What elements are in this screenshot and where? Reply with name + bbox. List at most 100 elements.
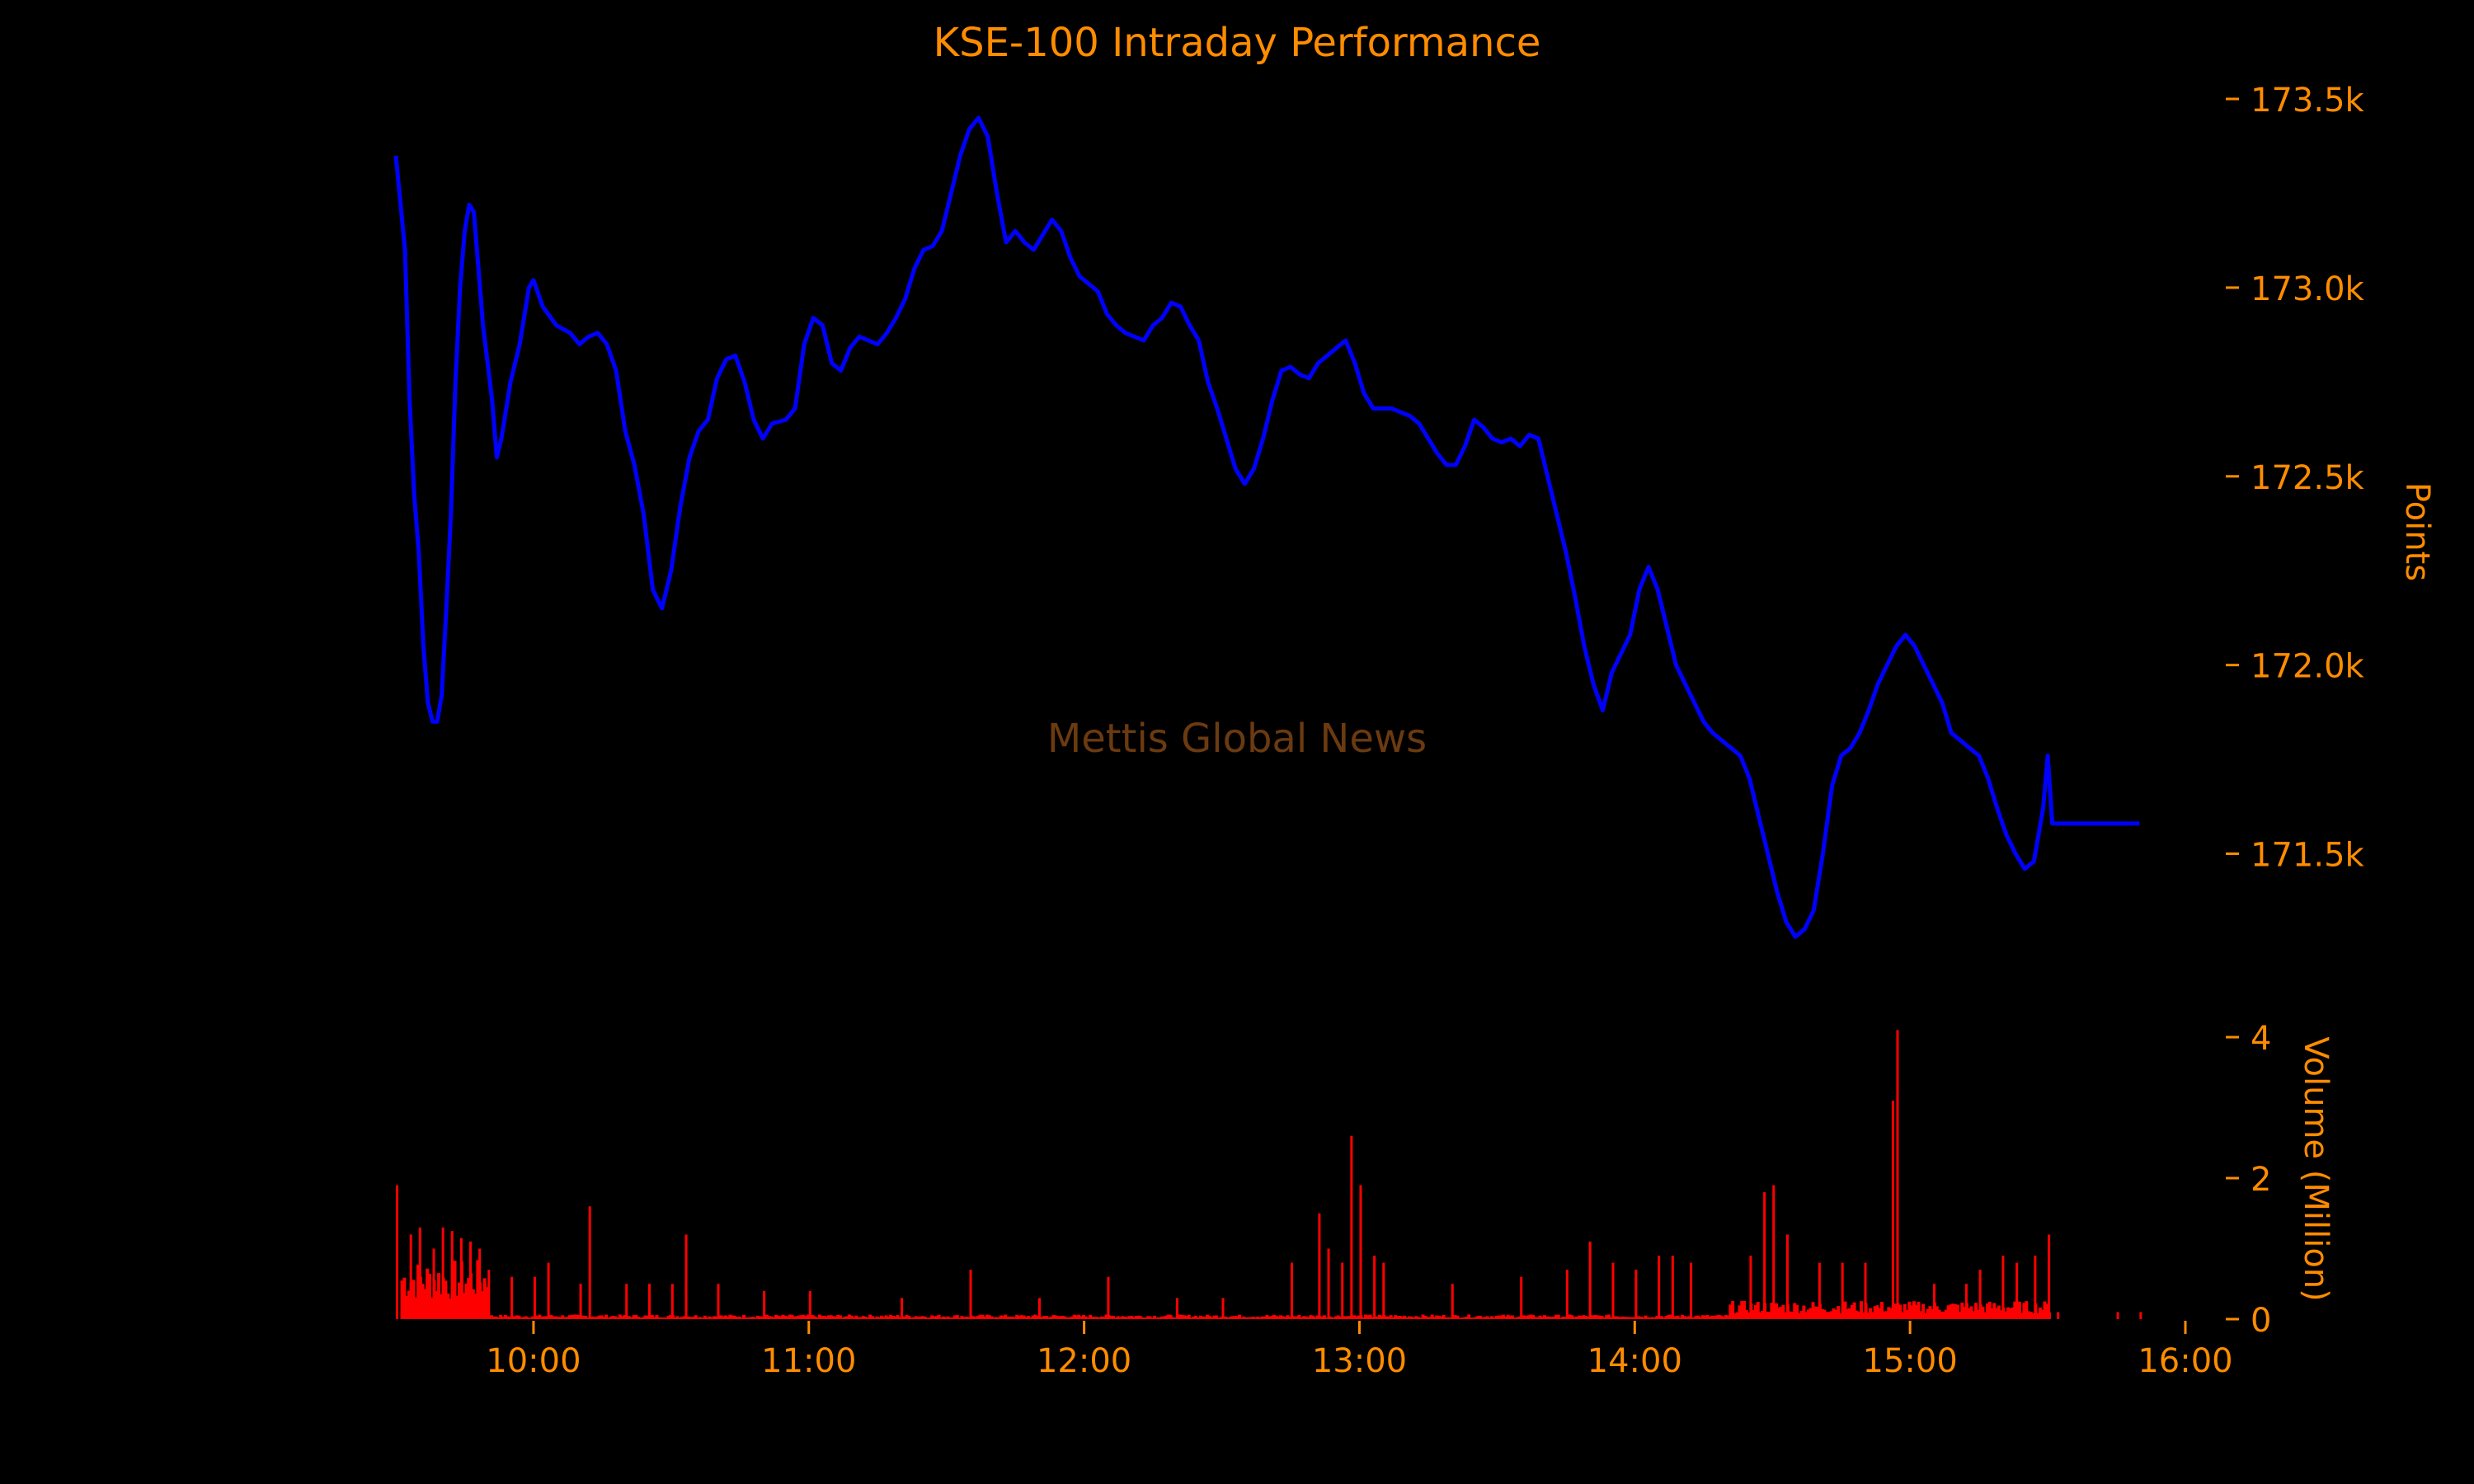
volume-bar (1132, 1317, 1136, 1319)
volume-bar (623, 1314, 627, 1319)
volume-bar (602, 1317, 606, 1319)
volume-bar (1958, 1312, 1962, 1319)
volume-bar (1242, 1316, 1246, 1319)
volume-bar (698, 1317, 703, 1319)
volume-bar (1955, 1304, 1959, 1319)
volume-bar (1089, 1314, 1093, 1319)
volume-bar (437, 1273, 441, 1319)
volume-bar (1618, 1317, 1622, 1319)
volume-bar (543, 1316, 547, 1319)
volume-bar (726, 1316, 730, 1319)
volume-bar (1655, 1316, 1659, 1319)
volume-bar (396, 1185, 398, 1319)
volume-bar (1682, 1316, 1686, 1319)
volume-bar (455, 1295, 459, 1319)
volume-bar (1905, 1309, 1909, 1319)
volume-bar (1625, 1317, 1630, 1319)
volume-bar (1620, 1316, 1625, 1319)
volume-bar (1960, 1302, 1964, 1319)
volume-bar (1010, 1317, 1014, 1319)
volume-bar (1283, 1317, 1287, 1319)
volume-bar (1004, 1314, 1008, 1319)
volume-bar (1164, 1315, 1168, 1319)
volume-bar (1896, 1030, 1899, 1319)
volume-bar (831, 1316, 835, 1319)
volume-bar (1093, 1317, 1097, 1319)
volume-bar (1802, 1305, 1806, 1319)
volume-bar (722, 1316, 726, 1319)
volume-bar (1841, 1262, 1844, 1319)
volume-bar (1494, 1316, 1498, 1319)
volume-bar (446, 1293, 450, 1319)
volume-bar (1935, 1306, 1939, 1319)
volume-bar (875, 1316, 879, 1319)
price-axis-label: Points (2398, 482, 2436, 581)
volume-bar (872, 1317, 877, 1319)
volume-bar (1304, 1316, 1308, 1319)
volume-bar (1049, 1316, 1053, 1319)
volume-bar (620, 1316, 624, 1319)
volume-bar (1371, 1317, 1375, 1319)
volume-bar (896, 1315, 900, 1319)
volume-bar (1901, 1312, 1905, 1319)
volume-bar (717, 1284, 720, 1319)
volume-bar (1878, 1308, 1882, 1319)
volume-bar (1543, 1315, 1547, 1319)
volume-bar (1740, 1301, 1744, 1319)
volume-bar (1008, 1316, 1012, 1319)
volume-bar (1735, 1312, 1739, 1319)
volume-bar (1526, 1315, 1531, 1319)
volume-bar (1460, 1317, 1464, 1319)
volume-bar (1586, 1317, 1590, 1319)
volume-bar (1772, 1185, 1776, 1319)
volume-bar (1263, 1317, 1267, 1319)
volume-bar (925, 1317, 929, 1319)
volume-bar (1806, 1309, 1810, 1319)
volume-bar (1685, 1317, 1689, 1319)
price-tick-label: 173.0k (2251, 270, 2365, 308)
volume-tick-label: 4 (2251, 1020, 2271, 1058)
volume-bar (1072, 1314, 1076, 1319)
volume-bar (808, 1290, 811, 1319)
volume-bar (907, 1316, 911, 1319)
volume-bar (1889, 1308, 1893, 1319)
volume-bar (2001, 1256, 2005, 1319)
volume-bar (732, 1315, 736, 1319)
volume-bar (937, 1314, 941, 1319)
volume-bar (974, 1317, 978, 1319)
volume-bar (836, 1314, 840, 1319)
volume-bar (751, 1317, 755, 1319)
volume-bar (740, 1317, 744, 1319)
volume-bar (1033, 1314, 1037, 1319)
volume-bar (919, 1316, 923, 1319)
volume-bar (1623, 1317, 1627, 1319)
volume-bar (1265, 1315, 1269, 1319)
volume-bar (1538, 1315, 1542, 1319)
volume-bar (1320, 1316, 1324, 1319)
volume-bar (1238, 1314, 1242, 1319)
volume-bar (816, 1317, 820, 1319)
volume-bar (1086, 1317, 1090, 1319)
volume-bar (1465, 1317, 1469, 1319)
volume-bar (1676, 1315, 1680, 1319)
volume-bar (829, 1315, 833, 1319)
price-tick-label: 172.5k (2251, 459, 2365, 497)
volume-bar (1597, 1315, 1602, 1319)
volume-bar (487, 1270, 491, 1319)
volume-bar (439, 1294, 443, 1319)
volume-bar (1430, 1314, 1434, 1319)
volume-bar (923, 1317, 927, 1319)
volume-bar (1442, 1315, 1446, 1319)
volume-bar (1183, 1315, 1187, 1319)
volume-bar (806, 1314, 810, 1319)
volume-bar (1747, 1313, 1751, 1319)
volume-bar (1823, 1309, 1827, 1319)
volume-bar (1990, 1308, 1994, 1319)
volume-bar (1565, 1270, 1569, 1319)
volume-bar (1272, 1314, 1276, 1319)
volume-bar (1795, 1304, 1799, 1319)
volume-bar (1733, 1313, 1737, 1319)
volume-bar (1917, 1301, 1921, 1319)
volume-bar (473, 1294, 477, 1319)
volume-bar (1690, 1262, 1693, 1319)
